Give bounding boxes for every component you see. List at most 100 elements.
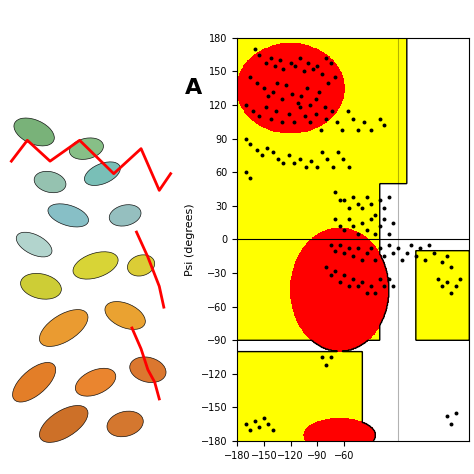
Point: [421, 256, 428, 264]
Point: [255, 51, 263, 58]
Point: [321, 103, 328, 111]
Point: [376, 115, 384, 122]
Ellipse shape: [48, 204, 89, 227]
Point: [242, 101, 250, 109]
Ellipse shape: [109, 205, 141, 226]
Point: [372, 256, 379, 264]
Point: [354, 230, 361, 237]
Point: [381, 215, 388, 223]
Point: [258, 152, 266, 159]
Point: [358, 204, 366, 212]
Point: [242, 420, 250, 428]
Point: [322, 55, 330, 62]
Point: [318, 353, 326, 361]
Point: [385, 275, 392, 283]
Point: [274, 155, 282, 163]
Y-axis label: Psi (degrees): Psi (degrees): [185, 203, 195, 276]
Point: [267, 55, 275, 62]
Point: [349, 222, 357, 230]
Point: [425, 241, 433, 249]
Point: [340, 227, 348, 234]
Point: [363, 249, 370, 256]
Point: [367, 126, 375, 134]
Point: [251, 46, 259, 53]
Point: [434, 275, 442, 283]
Ellipse shape: [130, 357, 166, 383]
Point: [340, 272, 348, 279]
Point: [328, 107, 336, 114]
Point: [297, 155, 304, 163]
Point: [300, 68, 308, 75]
Point: [385, 193, 392, 201]
Point: [283, 81, 290, 89]
Point: [280, 159, 287, 167]
Point: [260, 415, 268, 422]
Point: [294, 99, 301, 107]
Point: [318, 70, 326, 78]
Point: [331, 247, 339, 255]
Point: [269, 426, 276, 433]
Point: [344, 107, 352, 114]
Point: [327, 241, 335, 249]
Point: [301, 112, 309, 120]
Point: [262, 103, 269, 111]
Point: [291, 62, 299, 70]
Point: [345, 215, 353, 223]
Point: [253, 146, 260, 154]
Point: [307, 157, 315, 165]
Point: [246, 174, 254, 182]
Point: [345, 245, 353, 252]
Point: [381, 204, 388, 212]
Point: [314, 62, 321, 70]
Point: [334, 148, 342, 156]
Point: [296, 103, 303, 111]
Point: [338, 126, 346, 134]
Point: [285, 110, 292, 118]
Point: [264, 144, 271, 151]
Point: [309, 65, 317, 73]
Point: [367, 215, 375, 223]
Point: [363, 289, 370, 297]
Point: [273, 107, 280, 114]
Point: [340, 196, 348, 204]
Ellipse shape: [84, 162, 120, 185]
Point: [456, 275, 464, 283]
Point: [278, 96, 285, 103]
Ellipse shape: [107, 411, 143, 437]
Point: [367, 245, 375, 252]
Point: [289, 90, 296, 98]
Point: [298, 92, 305, 100]
Point: [447, 289, 455, 297]
Point: [345, 283, 353, 290]
Point: [345, 163, 353, 171]
Point: [269, 148, 276, 156]
Point: [376, 222, 384, 230]
Point: [349, 252, 357, 260]
Point: [360, 118, 368, 126]
Point: [249, 107, 257, 114]
Point: [339, 155, 347, 163]
Ellipse shape: [105, 301, 146, 329]
Ellipse shape: [75, 368, 116, 396]
Point: [376, 275, 384, 283]
Point: [438, 283, 446, 290]
Point: [267, 115, 275, 122]
Point: [354, 283, 361, 290]
Point: [399, 256, 406, 264]
Ellipse shape: [39, 406, 88, 442]
Point: [349, 193, 357, 201]
Point: [322, 115, 330, 122]
Point: [385, 241, 392, 249]
Point: [246, 140, 254, 148]
Point: [367, 283, 375, 290]
Point: [412, 252, 419, 260]
Point: [354, 245, 361, 252]
Point: [358, 256, 366, 264]
Point: [355, 126, 362, 134]
Point: [331, 189, 339, 196]
Point: [271, 62, 278, 70]
Point: [278, 118, 285, 126]
Point: [253, 79, 260, 86]
Point: [313, 163, 320, 171]
Point: [394, 245, 401, 252]
